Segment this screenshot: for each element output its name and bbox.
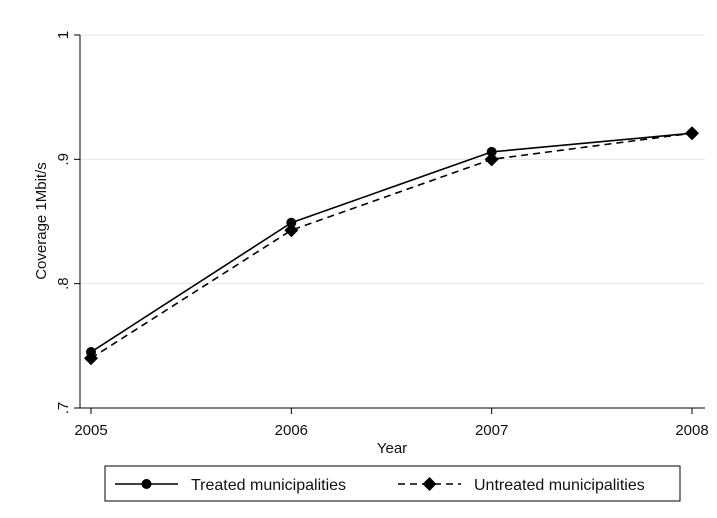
y-tick-label: 1 xyxy=(55,31,72,39)
axes xyxy=(79,35,705,409)
legend-treated-marker xyxy=(141,479,152,489)
series-1 xyxy=(84,126,699,366)
legend-untreated-marker xyxy=(422,477,437,491)
series-line xyxy=(90,132,693,359)
data-point xyxy=(286,217,297,228)
y-tick-label: .8 xyxy=(55,277,72,290)
data-point xyxy=(284,223,299,238)
y-tick-label: .9 xyxy=(55,153,72,166)
y-ticks: .7 .8 .9 1 xyxy=(55,31,80,414)
legend-untreated-label: Untreated municipalities xyxy=(474,477,645,494)
x-tick-label: 2006 xyxy=(275,422,308,439)
data-point xyxy=(86,347,96,358)
x-tick-label: 2007 xyxy=(475,422,508,439)
gridlines xyxy=(80,34,705,409)
data-point xyxy=(484,152,499,167)
data-point xyxy=(486,146,497,157)
y-axis-title: Coverage 1Mbit/s xyxy=(33,162,50,280)
x-axis-title: Year xyxy=(377,440,407,457)
x-ticks: 2005 2006 2007 2008 xyxy=(74,408,709,439)
x-tick-label: 2008 xyxy=(675,422,708,439)
x-tick-label: 2005 xyxy=(74,422,107,439)
legend: Treated municipalities Untreated municip… xyxy=(104,465,681,502)
legend-box xyxy=(104,465,681,502)
data-point xyxy=(687,128,697,139)
series-0 xyxy=(86,128,697,358)
series-line xyxy=(90,132,693,353)
y-tick-label: .7 xyxy=(55,402,72,415)
legend-treated-label: Treated municipalities xyxy=(191,477,346,494)
series-layer xyxy=(84,126,699,366)
